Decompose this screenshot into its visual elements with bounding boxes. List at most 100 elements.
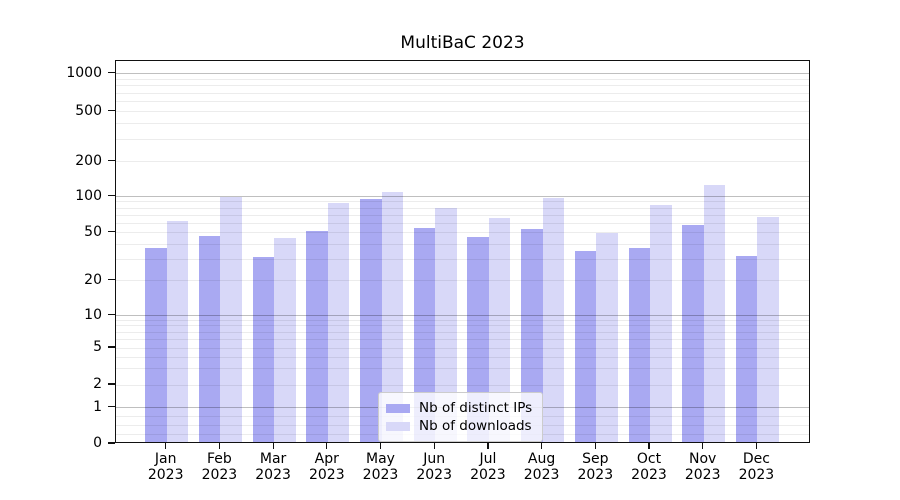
y-axis-tick-mark [108, 109, 115, 112]
y-axis-tick-label: 1 [93, 398, 102, 415]
x-axis-tick-label: Mar 2023 [241, 451, 305, 483]
x-axis-tick-mark [433, 442, 435, 449]
x-axis-tick-label: Apr 2023 [295, 451, 359, 483]
x-axis-tick-mark [218, 442, 221, 449]
x-axis-tick-mark [755, 442, 758, 449]
y-axis-tick-mark [108, 346, 115, 348]
x-tick-year: 2023 [255, 467, 291, 483]
y-axis-tick-label: 1000 [66, 64, 102, 81]
x-axis-tick-mark [541, 442, 543, 449]
x-axis-tick-mark [272, 442, 274, 449]
y-axis-tick-mark [108, 71, 115, 74]
gridline-minor [116, 123, 809, 125]
bar-downloads [488, 217, 511, 442]
y-axis-tick-label: 500 [75, 102, 102, 119]
bar-downloads [274, 238, 296, 442]
chart-title: MultiBaC 2023 [400, 33, 525, 53]
y-axis-tick-label: 0 [93, 435, 102, 451]
gridline-minor [116, 325, 809, 327]
x-tick-month: Jul [479, 451, 497, 467]
x-tick-year: 2023 [738, 467, 775, 483]
gridline-minor [116, 243, 809, 245]
y-axis-tick-mark [108, 194, 115, 197]
x-tick-year: 2023 [416, 467, 452, 483]
bar-downloads [381, 191, 403, 442]
legend-item: Nb of downloads [386, 418, 534, 434]
y-axis-tick-label: 200 [75, 152, 102, 169]
gridline-minor [116, 111, 809, 112]
x-axis-tick-mark [379, 442, 382, 449]
bar-distinct-ips [467, 237, 489, 442]
y-axis-tick-mark [108, 230, 115, 233]
x-axis-tick-label: Sep 2023 [563, 451, 627, 483]
bar-distinct-ips [628, 247, 650, 442]
x-axis-tick-label: Oct 2023 [617, 451, 681, 483]
x-tick-month: Apr [314, 451, 339, 467]
bar-downloads [166, 221, 189, 442]
gridline-minor [116, 319, 809, 321]
bar-downloads [757, 216, 779, 442]
x-tick-month: Nov [689, 451, 717, 467]
x-tick-month: Sep [582, 451, 609, 467]
x-tick-year: 2023 [147, 467, 184, 483]
x-axis-tick-label: Jul 2023 [456, 451, 520, 483]
gridline-minor [116, 214, 809, 216]
gridline-minor [116, 356, 809, 358]
gridline-minor [116, 222, 809, 224]
bar-distinct-ips [413, 228, 436, 442]
x-axis-tick-mark [487, 442, 489, 449]
bar-distinct-ips [252, 257, 275, 442]
gridline-minor [116, 384, 809, 386]
gridline-minor [116, 138, 809, 140]
y-axis-tick-mark [108, 159, 115, 162]
y-axis-tick-label: 100 [75, 187, 102, 204]
x-tick-month: Jan [154, 451, 177, 467]
gridline-major [116, 73, 809, 74]
gridline-minor [116, 207, 809, 209]
y-axis-tick-label: 10 [84, 306, 102, 323]
x-axis-tick-mark [702, 442, 704, 449]
legend-label: Nb of distinct IPs [419, 400, 533, 416]
y-axis-tick-mark [108, 313, 115, 316]
y-axis-tick-mark [108, 278, 115, 281]
x-axis-tick-label: Aug 2023 [510, 451, 574, 483]
x-axis-tick-label: May 2023 [349, 451, 413, 483]
x-axis-tick-mark [326, 442, 328, 449]
bar-downloads [327, 202, 350, 442]
x-tick-month: Feb [206, 451, 232, 467]
gridline-minor [116, 338, 809, 340]
x-axis-tick-mark [165, 442, 167, 449]
x-tick-year: 2023 [631, 467, 667, 483]
x-axis-tick-label: Dec 2023 [724, 451, 788, 483]
x-tick-year: 2023 [308, 467, 345, 483]
bar-downloads [596, 232, 618, 442]
gridline-minor [116, 368, 809, 370]
gridline-minor [116, 280, 809, 281]
x-tick-month: Aug [527, 451, 556, 467]
bar-distinct-ips [306, 230, 328, 442]
gridline-minor [116, 347, 809, 349]
x-tick-year: 2023 [470, 467, 506, 483]
x-tick-year: 2023 [201, 467, 238, 483]
x-tick-year: 2023 [577, 467, 614, 483]
legend: Nb of distinct IPs Nb of downloads [378, 392, 543, 442]
gridline-minor [116, 232, 809, 233]
bar-distinct-ips [682, 224, 704, 442]
bar-distinct-ips [735, 255, 758, 442]
bar-distinct-ips [198, 236, 221, 442]
bar-distinct-ips [521, 229, 543, 442]
gridline-minor [116, 85, 809, 87]
y-axis-tick-mark [108, 383, 115, 385]
y-axis-tick-label: 5 [93, 339, 102, 355]
gridline-minor [116, 92, 809, 94]
y-axis-tick-label: 2 [93, 376, 102, 392]
bar-downloads [435, 208, 457, 442]
gridline-minor [116, 78, 809, 80]
gridline-major [116, 315, 809, 316]
bar-distinct-ips [574, 250, 597, 442]
legend-label: Nb of downloads [419, 418, 532, 434]
x-tick-month: Jun [423, 451, 446, 467]
x-axis-tick-label: Jun 2023 [402, 451, 466, 483]
plot-area [115, 60, 810, 443]
